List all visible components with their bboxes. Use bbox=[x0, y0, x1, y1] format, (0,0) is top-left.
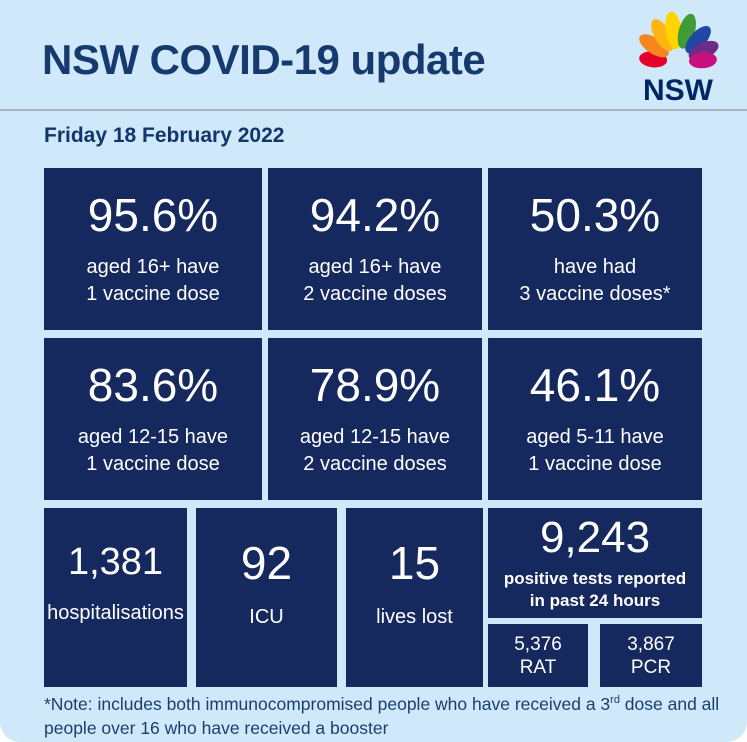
stat-tile-12-15-dose2: 78.9% aged 12-15 have 2 vaccine doses bbox=[268, 338, 482, 500]
stat-tile-hospitalisations: 1,381 hospitalisations bbox=[44, 508, 187, 687]
stat-tile-dose3: 50.3% have had 3 vaccine doses* bbox=[488, 168, 702, 330]
stat-value: 3,867 bbox=[627, 633, 675, 655]
stat-label: aged 12-15 have 2 vaccine doses bbox=[300, 424, 450, 478]
stat-value: 83.6% bbox=[87, 358, 219, 411]
nsw-government-logo: NSW bbox=[639, 11, 719, 104]
stat-label-line1: have had bbox=[553, 256, 637, 279]
stat-tile-icu: 92 ICU bbox=[196, 508, 337, 687]
footnote-suffix: dose and all people over 16 who have rec… bbox=[44, 694, 720, 738]
stat-label: ICU bbox=[249, 606, 284, 629]
stat-label-line1: aged 12-15 have bbox=[77, 426, 229, 449]
stat-label: aged 12-15 have 1 vaccine dose bbox=[78, 424, 228, 478]
waratah-petals bbox=[639, 11, 719, 69]
stat-label: aged 16+ have 1 vaccine dose bbox=[86, 254, 219, 308]
stat-label-line2: 1 vaccine dose bbox=[528, 453, 662, 476]
stat-label-line1: aged 16+ have bbox=[308, 256, 442, 279]
stat-label-line2: PCR bbox=[630, 656, 672, 678]
stat-value: 1,381 bbox=[67, 541, 164, 584]
stat-tile-12-15-dose1: 83.6% aged 12-15 have 1 vaccine dose bbox=[44, 338, 262, 500]
stat-tile-16plus-dose2: 94.2% aged 16+ have 2 vaccine doses bbox=[268, 168, 482, 330]
stat-value: 9,243 bbox=[539, 512, 651, 562]
stat-value: 5,376 bbox=[514, 633, 562, 655]
stat-value: 78.9% bbox=[309, 358, 441, 411]
stat-label-line1: aged 12-15 have bbox=[299, 426, 451, 449]
stat-label-line2: 1 vaccine dose bbox=[86, 453, 220, 476]
stat-tile-5-11-dose1: 46.1% aged 5-11 have 1 vaccine dose bbox=[488, 338, 702, 500]
stat-label-line1: aged 5-11 have bbox=[526, 426, 664, 449]
stat-label-line2: in past 24 hours bbox=[529, 591, 661, 611]
stat-value: 46.1% bbox=[529, 358, 661, 411]
nsw-logo-text: NSW bbox=[643, 74, 714, 104]
stat-value: 92 bbox=[240, 536, 293, 589]
stat-label: have had 3 vaccine doses* bbox=[519, 254, 670, 308]
stat-value: 15 bbox=[388, 536, 441, 589]
stat-tile-positive-tests: 9,243 positive tests reported in past 24… bbox=[488, 508, 702, 618]
stat-label: hospitalisations bbox=[47, 601, 184, 624]
stat-tile-lives-lost: 15 lives lost bbox=[346, 508, 483, 687]
footnote-superscript: rd bbox=[610, 694, 620, 707]
stat-label-line2: 2 vaccine doses bbox=[303, 283, 447, 306]
stat-label-line1: aged 16+ have bbox=[86, 256, 220, 279]
stat-label-line2: 1 vaccine dose bbox=[86, 283, 220, 306]
stat-tile-pcr: 3,867 PCR bbox=[600, 624, 702, 687]
header-divider bbox=[0, 109, 747, 111]
stat-label-line2: 3 vaccine doses* bbox=[519, 283, 671, 306]
stat-label: 5,376 RAT bbox=[514, 633, 562, 679]
stat-label: positive tests reported in past 24 hours bbox=[504, 568, 686, 612]
stat-tile-rat: 5,376 RAT bbox=[488, 624, 588, 687]
stat-label: 3,867 PCR bbox=[627, 633, 675, 679]
stat-tile-16plus-dose1: 95.6% aged 16+ have 1 vaccine dose bbox=[44, 168, 262, 330]
stat-value: 95.6% bbox=[87, 188, 219, 241]
stat-label: aged 16+ have 2 vaccine doses bbox=[303, 254, 446, 308]
stat-label: aged 5-11 have 1 vaccine dose bbox=[526, 424, 664, 478]
footnote: *Note: includes both immunocompromised p… bbox=[44, 692, 720, 740]
report-date: Friday 18 February 2022 bbox=[44, 124, 285, 147]
stat-label-line2: RAT bbox=[519, 656, 557, 678]
stat-value: 94.2% bbox=[309, 188, 441, 241]
stat-value: 50.3% bbox=[529, 188, 661, 241]
stat-label: lives lost bbox=[376, 606, 453, 629]
footnote-prefix: *Note: includes both immunocompromised p… bbox=[44, 694, 611, 714]
page-title: NSW COVID-19 update bbox=[42, 36, 486, 83]
stat-label-line1: positive tests reported bbox=[503, 569, 687, 589]
stat-label-line2: 2 vaccine doses bbox=[303, 453, 447, 476]
